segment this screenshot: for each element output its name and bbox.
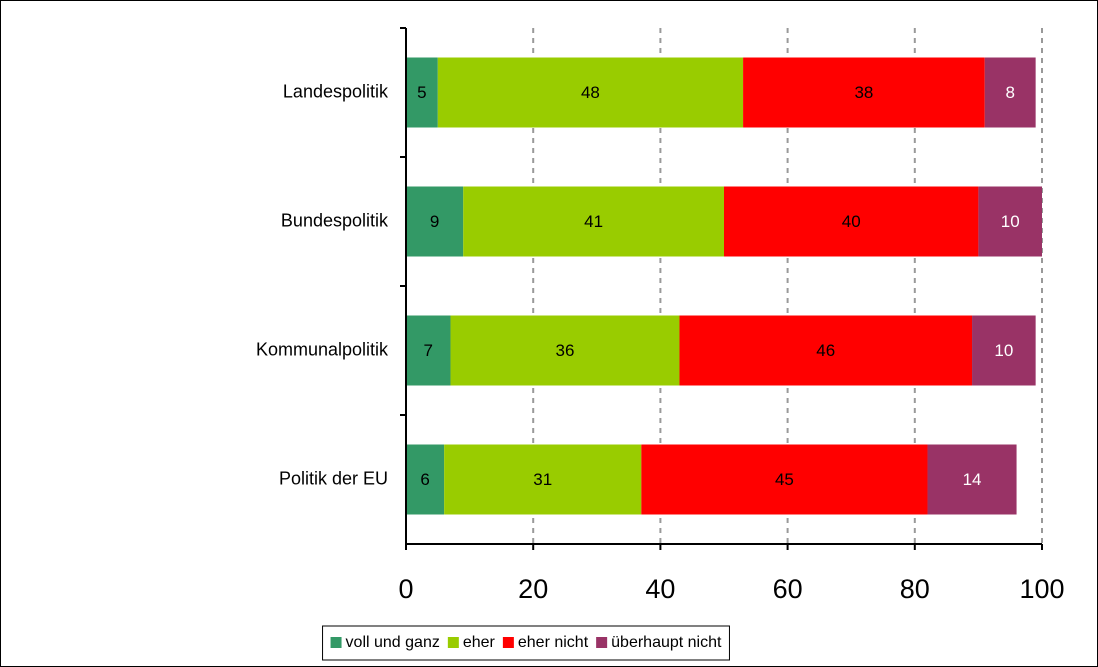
x-tick-label: 80 [900, 574, 930, 604]
y-tick-label: Bundespolitik [281, 210, 389, 230]
bar-segment [437, 57, 744, 128]
y-tick-label: Landespolitik [283, 81, 389, 101]
legend-label: überhaupt nicht [611, 634, 722, 651]
value-label: 40 [842, 212, 861, 231]
bar-segment [972, 315, 1036, 386]
y-tick-label: Kommunalpolitik [256, 339, 389, 359]
value-label: 9 [430, 212, 439, 231]
value-label: 45 [775, 470, 794, 489]
value-label: 36 [556, 341, 575, 360]
value-label: 8 [1005, 83, 1014, 102]
legend-label: voll und ganz [346, 634, 440, 651]
x-tick-label: 0 [398, 574, 413, 604]
value-label: 6 [420, 470, 429, 489]
value-label: 31 [533, 470, 552, 489]
x-tick-label: 40 [645, 574, 675, 604]
y-tick-label: Politik der EU [279, 468, 388, 488]
bar-segment [406, 444, 445, 515]
value-label: 5 [417, 83, 426, 102]
bar-segment [927, 444, 1017, 515]
x-tick-label: 60 [773, 574, 803, 604]
bar-segment [984, 57, 1036, 128]
bar-segment [978, 186, 1042, 257]
value-label: 46 [816, 341, 835, 360]
legend-swatch [596, 637, 608, 648]
bar-segment [724, 186, 979, 257]
value-label: 10 [1001, 212, 1020, 231]
bar-segment [463, 186, 724, 257]
bar-segment [641, 444, 928, 515]
value-label: 41 [584, 212, 603, 231]
value-label: 38 [854, 83, 873, 102]
bar-segment [406, 57, 438, 128]
bar-segment [743, 57, 985, 128]
bar-segment [444, 444, 642, 515]
bar-segment [406, 315, 451, 386]
legend-swatch [330, 637, 342, 648]
value-label: 10 [994, 341, 1013, 360]
legend-label: eher nicht [518, 634, 589, 651]
legend-label: eher [463, 634, 496, 651]
legend-swatch [502, 637, 514, 648]
value-label: 14 [963, 470, 982, 489]
legend [322, 625, 730, 661]
bar-segment [406, 186, 464, 257]
value-label: 7 [424, 341, 433, 360]
bar-segment [679, 315, 973, 386]
x-tick-label: 100 [1019, 574, 1064, 604]
bar-segment [450, 315, 680, 386]
value-label: 48 [581, 83, 600, 102]
legend-swatch [447, 637, 459, 648]
x-tick-label: 20 [518, 574, 548, 604]
